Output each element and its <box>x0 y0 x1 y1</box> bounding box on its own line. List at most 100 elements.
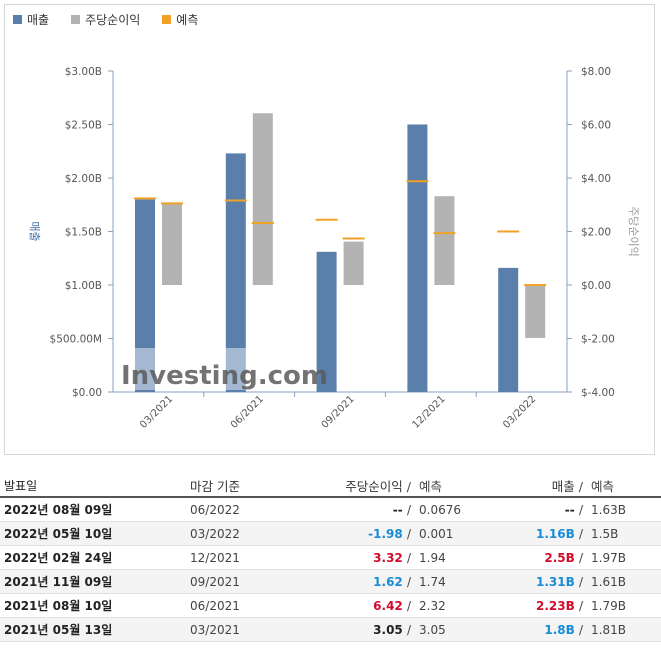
watermark-text: Investing.com <box>121 361 328 391</box>
left-tick-label: $500.00M <box>50 334 102 346</box>
right-tick-label: $2.00 <box>581 227 611 239</box>
row-eps-value: 1.62 <box>373 574 403 589</box>
left-tick-label: $3.00B <box>65 66 102 78</box>
header-eps[interactable]: 주당순이익 / <box>300 476 415 495</box>
row-eps: 3.05 / <box>300 623 415 637</box>
earnings-chart-panel: 매출 주당순이익 예측 $0.00 $500.00M $1.00B $1.50B $2.… <box>4 4 655 455</box>
chart-plot: $0.00 $500.00M $1.00B $1.50B $2.00B $2.50B $3.… <box>28 66 640 431</box>
header-period[interactable]: 마감 기준 <box>190 478 240 494</box>
table-row: 2021년 05월 13일 03/2021 3.05 /3.05 1.8B /1.81… <box>0 618 661 642</box>
header-eps-label: 주당순이익 <box>345 478 403 494</box>
row-eps-slash: / <box>406 550 411 565</box>
watermark-backdrop <box>118 348 248 390</box>
row-period: 12/2021 <box>190 550 240 565</box>
table-row: 2021년 08월 10일 06/2021 6.42 / 2.32 2.23B / 1.7… <box>0 594 661 618</box>
row-eps-slash: / <box>406 502 411 517</box>
row-eps-forecast: 0.001 <box>419 526 454 541</box>
row-eps: 1.62 / <box>300 575 415 589</box>
legend-item-eps[interactable]: 주당순이익 <box>71 11 140 28</box>
row-date: 2021년 05월 13일 <box>4 623 113 637</box>
right-tick-label: $-4.00 <box>581 387 615 399</box>
table-row: 2022년 02월 24일 12/2021 3.32 / 1.94 2.5B / 1.97… <box>0 546 661 570</box>
row-period: 09/2021 <box>190 574 240 589</box>
row-period: 03/2021 <box>190 622 240 637</box>
right-axis-title: 주당순이익 <box>627 206 640 257</box>
x-tick-label: 12/2021 <box>410 394 447 431</box>
revenue-bar <box>407 124 428 392</box>
legend-label-revenue: 매출 <box>27 13 50 27</box>
row-eps-value: 6.42 <box>373 598 403 613</box>
chart-legend: 매출 주당순이익 예측 <box>13 11 220 28</box>
row-eps-forecast: 1.74 <box>419 574 446 589</box>
row-eps-forecast: 2.32 <box>419 598 446 613</box>
row-eps-forecast: 3.05 <box>419 622 446 637</box>
revenue-bar <box>135 199 155 392</box>
eps-bar <box>252 113 273 285</box>
row-eps-slash: / <box>406 574 411 589</box>
row-revenue-slash: / <box>578 574 583 589</box>
legend-item-forecast[interactable]: 예측 <box>162 11 198 28</box>
row-eps-value: -1.98 <box>368 526 403 541</box>
row-period: 03/2022 <box>190 526 240 541</box>
x-tick-label: 09/2021 <box>320 394 357 431</box>
table-body: 2022년 08월 09일 06/2022 -- /0.0676 -- /1.63B 2… <box>0 498 661 642</box>
row-revenue-slash: / <box>578 526 583 541</box>
row-eps-slash: / <box>406 598 411 613</box>
table-row: 2022년 08월 09일 06/2022 -- / 0.0676 -- / 1.63B <box>0 498 661 522</box>
legend-item-revenue[interactable]: 매출 <box>13 11 49 28</box>
left-tick-label: $1.50B <box>65 227 102 239</box>
header-revenue[interactable]: 매출 / <box>515 476 587 495</box>
left-tick-label: $0.00 <box>72 387 102 399</box>
right-tick-label: $4.00 <box>581 173 611 185</box>
header-revenue-slash: / <box>578 478 583 494</box>
row-revenue-forecast: 1.79B <box>591 598 626 613</box>
row-revenue: 1.31B / <box>515 575 587 589</box>
row-eps: -- / <box>300 503 415 517</box>
revenue-bar <box>225 153 246 392</box>
row-period: 06/2021 <box>190 598 240 613</box>
row-date: 2022년 08월 09일 <box>4 503 113 517</box>
header-eps-forecast[interactable]: 예측 <box>419 478 443 494</box>
table-row: 2022년 05월 10일 03/2022 -1.98 /0.001 1.16B /1… <box>0 522 661 546</box>
investing-logo-watermark: Investing.com <box>118 348 328 391</box>
row-revenue: 1.8B / <box>515 623 587 637</box>
row-eps-value: 3.05 <box>373 622 403 637</box>
row-eps-slash: / <box>406 622 411 637</box>
row-eps-forecast: 0.0676 <box>419 502 461 517</box>
row-eps: 6.42 / <box>300 599 415 613</box>
x-tick-label: 03/2022 <box>501 394 538 431</box>
row-revenue-value: -- <box>564 502 575 517</box>
header-revenue-label: 매출 <box>551 478 575 494</box>
table-header: 발표일 마감 기준 주당순이익 / 예측 매출 / 예측 <box>0 474 661 498</box>
row-revenue: 2.23B / <box>515 599 587 613</box>
row-eps-forecast: 1.94 <box>419 550 446 565</box>
x-tick-label: 06/2021 <box>229 394 266 431</box>
header-revenue-forecast[interactable]: 예측 <box>591 478 615 494</box>
row-period: 06/2022 <box>190 502 240 517</box>
left-tick-label: $2.00B <box>65 173 102 185</box>
row-eps-value: 3.32 <box>373 550 403 565</box>
left-tick-label: $2.50B <box>65 120 102 132</box>
earnings-table: 발표일 마감 기준 주당순이익 / 예측 매출 / 예측 2022년 08월 0… <box>0 474 661 642</box>
revenue-bar <box>316 251 337 392</box>
row-revenue-slash: / <box>578 598 583 613</box>
eps-bar <box>343 241 364 285</box>
header-date[interactable]: 발표일 <box>4 478 38 493</box>
row-revenue: 2.5B / <box>515 551 587 565</box>
eps-bar <box>525 285 546 338</box>
row-eps-value: -- <box>392 502 403 517</box>
row-revenue-forecast: 1.81B <box>591 622 626 637</box>
row-date: 2021년 08월 10일 <box>4 599 113 613</box>
eps-bar <box>162 203 182 285</box>
eps-bar <box>434 196 455 285</box>
row-date: 2022년 05월 10일 <box>4 527 113 541</box>
right-tick-label: $6.00 <box>581 120 611 132</box>
legend-swatch-eps <box>71 15 81 24</box>
right-tick-label: $8.00 <box>581 66 611 78</box>
right-tick-label: $0.00 <box>581 280 611 292</box>
right-tick-label: $-2.00 <box>581 334 615 346</box>
row-revenue-forecast: 1.63B <box>591 502 626 517</box>
row-date: 2021년 11월 09일 <box>4 575 113 589</box>
legend-swatch-revenue <box>13 15 22 24</box>
table-row: 2021년 11월 09일 09/2021 1.62 / 1.74 1.31B / 1.6… <box>0 570 661 594</box>
